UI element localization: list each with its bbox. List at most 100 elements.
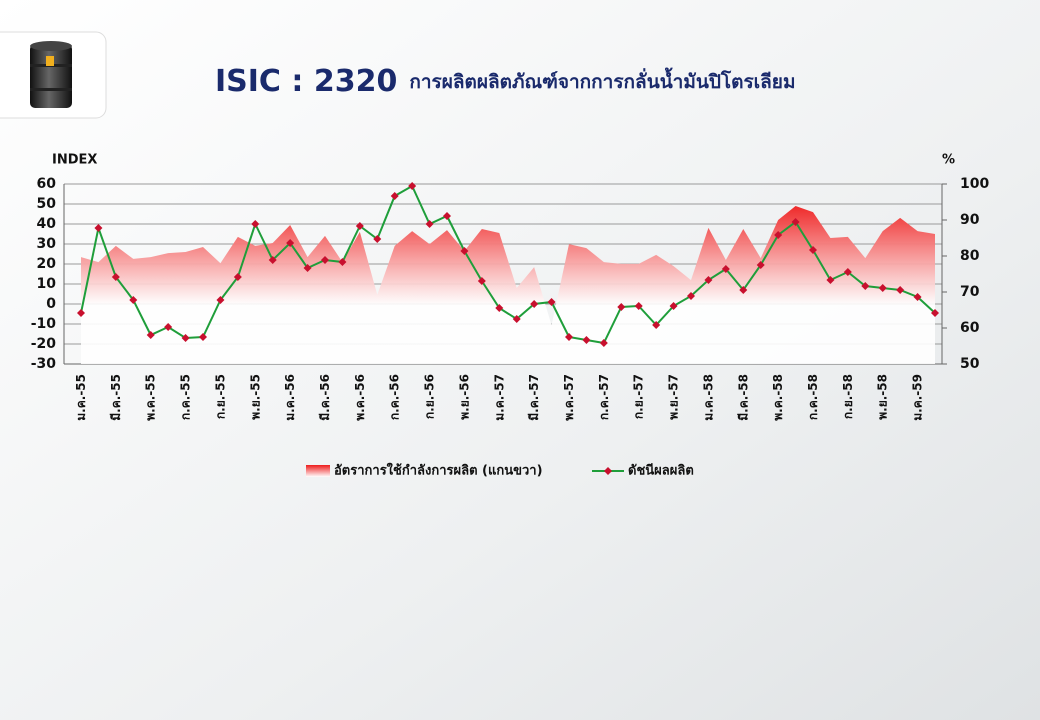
index-line (80, 184, 936, 345)
y-tick-label: 10 (37, 276, 57, 292)
index-marker (896, 286, 905, 294)
x-tick-label: ก.ค.-56 (388, 374, 402, 420)
index-marker (878, 284, 887, 292)
index-marker (687, 292, 695, 300)
index-marker (774, 231, 783, 239)
x-tick-label: มี.ค.-57 (527, 374, 541, 421)
y2-tick-label: 80 (960, 248, 980, 264)
y-tick-label: 20 (37, 256, 57, 272)
index-marker (390, 192, 399, 200)
x-tick-label: มี.ค.-58 (736, 374, 750, 421)
index-marker (373, 235, 382, 243)
index-marker (199, 333, 207, 341)
oil-barrel-icon (30, 41, 72, 108)
index-marker (931, 309, 939, 317)
legend-swatch (306, 465, 330, 477)
index-marker (669, 302, 678, 310)
x-tick-label: ม.ค.-57 (492, 374, 506, 421)
x-tick-label: ก.ย.-56 (423, 374, 437, 419)
index-marker (146, 331, 155, 339)
index-marker (233, 273, 242, 281)
x-tick-label: ก.ค.-57 (597, 374, 611, 420)
index-marker (565, 333, 573, 341)
index-marker (94, 224, 103, 232)
index-marker (443, 212, 451, 220)
index-marker (756, 261, 765, 269)
chart-title-group: ISIC : 2320 การผลิตผลิตภัณฑ์จากการกลั่นน้… (215, 64, 795, 99)
y-tick-label: -10 (31, 316, 57, 332)
index-marker (129, 296, 138, 304)
index-marker (582, 336, 591, 344)
index-marker (164, 323, 173, 331)
index-marker (408, 182, 417, 190)
index-marker (321, 256, 329, 264)
index-marker (495, 304, 504, 312)
x-tick-label: มี.ค.-55 (109, 374, 123, 421)
y2-tick-label: 70 (960, 284, 980, 300)
x-tick-label: ก.ค.-58 (806, 374, 820, 420)
index-marker (721, 265, 730, 273)
x-tick-label: พ.ย.-55 (248, 374, 262, 420)
index-marker (617, 303, 626, 311)
x-tick-label: ก.ย.-55 (213, 374, 227, 419)
index-marker (512, 315, 521, 323)
index-marker (826, 276, 835, 284)
index-marker (791, 218, 800, 226)
x-tick-label: ม.ค.-55 (74, 374, 88, 421)
legend-label: อัตราการใช้กำลังการผลิต (แกนขวา) (334, 462, 543, 479)
chart-subtitle: การผลิตผลิตภัณฑ์จากการกลั่นน้ำมันปิโตรเล… (409, 67, 795, 93)
index-marker (652, 321, 661, 329)
chart-title: ISIC : 2320 (215, 64, 397, 99)
index-marker (599, 339, 608, 347)
x-tick-label: ก.ย.-58 (841, 374, 855, 419)
index-marker (547, 298, 556, 306)
index-marker (477, 277, 486, 285)
y2-tick-label: 50 (960, 356, 980, 372)
y-tick-label: -20 (31, 336, 57, 352)
x-tick-label: พ.ค.-56 (353, 374, 367, 421)
x-tick-label: มี.ค.-56 (318, 374, 332, 421)
x-tick-label: ม.ค.-56 (283, 374, 297, 421)
y2-axis-label: % (942, 153, 955, 168)
y2-tick-label: 100 (960, 176, 989, 192)
index-marker (251, 220, 260, 228)
index-marker (530, 300, 539, 308)
x-tick-label: ม.ค.-58 (701, 374, 715, 421)
index-marker (77, 309, 85, 317)
x-tick-label: พ.ย.-58 (876, 374, 890, 420)
x-tick-label: ม.ค.-59 (911, 374, 925, 421)
x-tick-label: พ.ค.-55 (144, 374, 158, 421)
index-marker (111, 273, 120, 281)
legend-label: ดัชนีผลผลิต (628, 463, 694, 479)
y-tick-label: 40 (37, 216, 57, 232)
x-tick-label: ก.ค.-55 (179, 374, 193, 420)
legend-marker (604, 467, 612, 475)
x-tick-label: พ.ค.-57 (562, 374, 576, 421)
index-marker (268, 256, 277, 264)
index-marker (634, 302, 643, 310)
x-tick-label: พ.ย.-56 (457, 374, 471, 420)
y-tick-label: 50 (37, 196, 57, 212)
index-marker (861, 282, 870, 290)
index-marker (286, 239, 295, 247)
index-marker (181, 334, 190, 342)
x-tick-label: พ.ย.-57 (667, 374, 681, 420)
index-marker (425, 220, 434, 228)
y-tick-label: 30 (37, 236, 57, 252)
y2-tick-label: 90 (960, 212, 980, 228)
capacity-area (81, 205, 935, 364)
index-marker (704, 276, 713, 284)
index-marker (216, 296, 225, 304)
y2-tick-label: 60 (960, 320, 980, 336)
index-marker (338, 258, 347, 266)
x-tick-label: พ.ค.-58 (771, 374, 785, 421)
index-marker (460, 247, 469, 255)
y-tick-label: -30 (31, 356, 57, 372)
y-tick-label: 0 (46, 296, 56, 312)
y-tick-label: 60 (37, 176, 57, 192)
index-marker (843, 268, 852, 276)
x-tick-label: ก.ย.-57 (632, 374, 646, 419)
index-marker (739, 286, 748, 294)
index-marker (809, 246, 817, 254)
index-marker (355, 222, 364, 230)
